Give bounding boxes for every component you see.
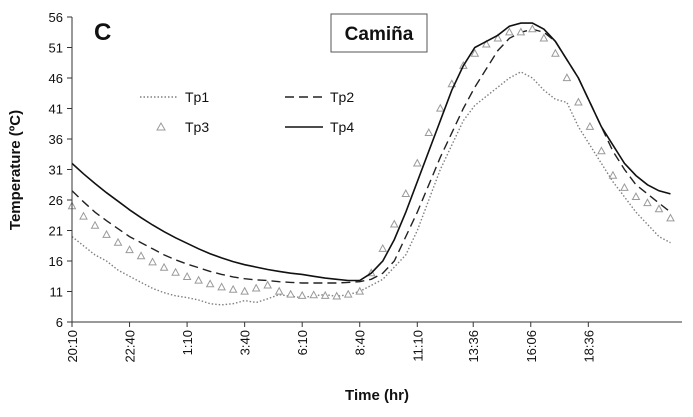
data-point-tp3	[562, 73, 572, 82]
data-point-tp3	[539, 33, 549, 42]
data-point-tp3	[90, 220, 100, 229]
data-point-tp3	[297, 290, 307, 299]
x-tick-label: 20:10	[65, 330, 80, 363]
data-point-tp3	[332, 291, 342, 300]
data-point-tp3	[470, 48, 480, 57]
series-tp4	[71, 22, 671, 282]
data-point-tp3	[435, 103, 445, 112]
data-point-tp3	[274, 286, 284, 295]
y-tick-label: 31	[49, 163, 63, 178]
legend-label-tp4: Tp4	[330, 119, 354, 135]
x-tick-label: 11:10	[410, 330, 425, 362]
data-point-tp3	[666, 213, 675, 222]
series-line-tp1	[71, 71, 671, 306]
data-point-tp3	[251, 283, 261, 292]
series-layer	[67, 22, 675, 306]
title-box	[330, 13, 428, 53]
legend: Tp1 Tp2 Tp3 Tp4	[140, 89, 354, 135]
series-line-tp2	[71, 28, 671, 284]
data-point-tp3	[320, 290, 330, 299]
y-tick-label: 21	[49, 224, 63, 239]
data-point-tp3	[620, 182, 629, 191]
data-point-tp3	[228, 284, 238, 293]
data-point-tp3	[378, 243, 388, 252]
data-point-tp3	[136, 251, 146, 260]
legend-label-tp2: Tp2	[330, 89, 354, 105]
panel-letter: C	[94, 19, 111, 46]
data-point-tp3	[79, 211, 88, 220]
x-tick-label: 22:40	[123, 330, 138, 363]
data-point-tp3	[113, 237, 123, 246]
data-point-tp3	[217, 282, 226, 291]
y-tick-label: 46	[49, 71, 63, 86]
data-point-tp3	[528, 24, 537, 33]
ticks-layer: 6 11 16 21 26 31 36 41 46 51 56 20:10 22:40 1:10 3:40 6…	[49, 10, 597, 363]
x-axis-title: Time (hr)	[345, 387, 409, 404]
data-point-tp3	[401, 189, 411, 197]
data-point-tp3	[654, 204, 664, 213]
data-point-tp3	[493, 33, 503, 42]
data-point-tp3	[516, 27, 526, 36]
data-point-tp3	[481, 39, 491, 48]
data-point-tp3	[148, 257, 157, 266]
series-tp2	[71, 28, 671, 284]
data-point-tp3	[643, 198, 652, 207]
y-tick-label: 51	[49, 41, 63, 56]
y-tick-label: 11	[50, 285, 64, 300]
data-point-tp3	[412, 158, 422, 167]
data-point-tp3	[286, 289, 296, 298]
data-point-tp3	[389, 219, 399, 228]
y-tick-label: 6	[56, 315, 63, 330]
x-tick-label: 8:40	[353, 330, 368, 355]
data-point-tp3	[574, 97, 583, 106]
data-point-tp3	[424, 128, 434, 136]
data-point-tp3	[182, 272, 192, 280]
x-tick-label: 13:36	[466, 330, 481, 363]
data-point-tp3	[355, 286, 365, 295]
data-point-tp3	[585, 121, 595, 130]
chart-title: Camiña	[345, 24, 414, 45]
x-tick-label: 3:40	[238, 330, 253, 355]
data-point-tp3	[171, 267, 180, 276]
data-point-tp3	[263, 280, 273, 289]
series-line-tp4	[71, 22, 671, 282]
x-tick-label: 16:06	[524, 330, 539, 363]
y-tick-label: 56	[49, 10, 63, 25]
data-point-tp3	[240, 286, 249, 295]
series-tp1	[71, 71, 671, 306]
series-tp3	[67, 24, 675, 300]
y-axis-title: Temperature (ºC)	[7, 110, 24, 230]
data-point-tp3	[102, 229, 111, 238]
data-point-tp3	[343, 289, 353, 298]
data-point-tp3	[309, 290, 319, 299]
y-tick-label: 16	[49, 254, 63, 269]
data-point-tp3	[125, 245, 134, 254]
data-point-tp3	[205, 279, 215, 288]
x-tick-label: 1:10	[180, 330, 195, 355]
data-point-tp3	[194, 275, 203, 284]
legend-swatch-tp3	[156, 121, 166, 131]
y-tick-label: 26	[49, 193, 63, 208]
legend-label-tp3: Tp3	[185, 119, 209, 135]
data-point-tp3	[159, 262, 169, 271]
data-point-tp3	[631, 192, 641, 201]
data-point-tp3	[551, 48, 560, 57]
data-point-tp3	[505, 27, 514, 36]
legend-label-tp1: Tp1	[185, 89, 209, 105]
y-tick-label: 41	[49, 102, 63, 117]
x-tick-label: 6:10	[295, 330, 310, 355]
data-point-tp3	[608, 170, 618, 179]
x-tick-label: 18:36	[581, 330, 596, 363]
data-point-tp3	[597, 146, 606, 155]
y-tick-label: 36	[49, 132, 63, 147]
